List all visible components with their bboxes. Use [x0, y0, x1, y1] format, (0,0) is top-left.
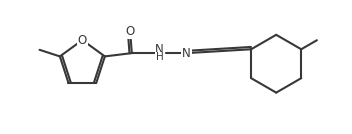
Text: H: H: [156, 52, 164, 62]
Text: N: N: [155, 43, 164, 56]
Text: O: O: [78, 34, 87, 46]
Text: O: O: [126, 25, 135, 38]
Text: N: N: [182, 47, 191, 60]
